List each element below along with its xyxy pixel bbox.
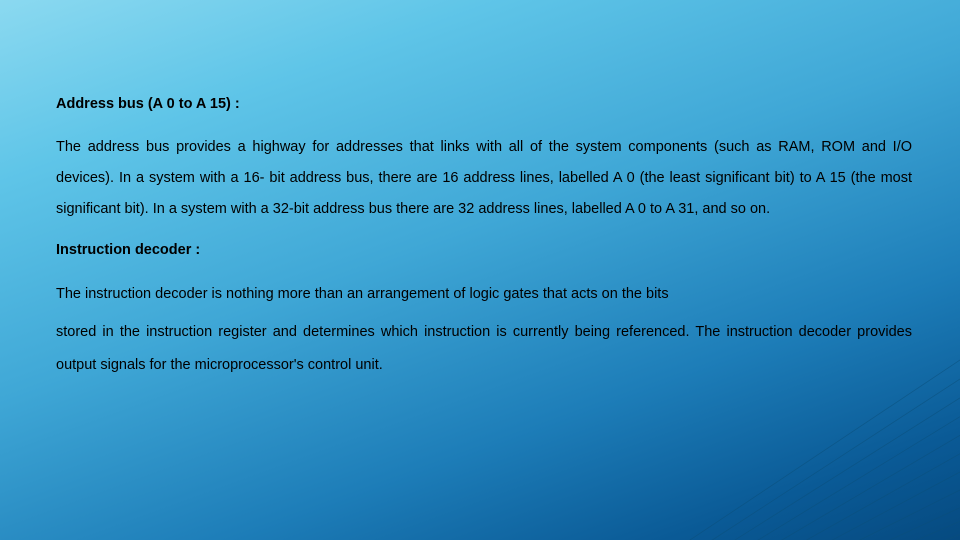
paragraph-instruction-decoder-1: The instruction decoder is nothing more …: [56, 278, 912, 311]
paragraph-instruction-decoder-2: stored in the instruction register and d…: [56, 316, 912, 381]
slide-content: Address bus (A 0 to A 15) : The address …: [56, 96, 912, 381]
paragraph-address-bus: The address bus provides a highway for a…: [56, 132, 912, 226]
heading-address-bus: Address bus (A 0 to A 15) :: [56, 96, 912, 112]
heading-instruction-decoder: Instruction decoder :: [56, 242, 912, 258]
